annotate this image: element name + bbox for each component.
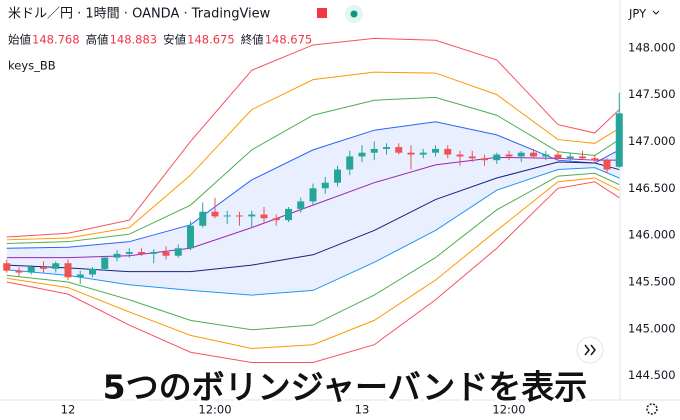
scroll-icon: [584, 344, 596, 356]
candle-body: [64, 263, 72, 278]
band-line: [6, 161, 620, 273]
y-tick-label: 144.500: [628, 368, 676, 382]
indicator-label[interactable]: keys_BB: [8, 59, 56, 73]
candle-body: [89, 268, 96, 275]
candle-body: [395, 147, 403, 153]
candle-body: [40, 266, 47, 269]
candle-body: [174, 248, 182, 256]
y-tick-label: 145.000: [628, 321, 676, 335]
band-line: [6, 121, 620, 249]
candle-body: [199, 211, 207, 226]
candle-body: [297, 201, 305, 209]
x-tick-label: 12:00: [492, 403, 525, 417]
candle-body: [76, 274, 84, 278]
candle-body: [554, 154, 562, 159]
ohlc-label: 高値: [86, 33, 109, 47]
candle-body: [125, 251, 133, 254]
candle-body: [591, 158, 599, 161]
candle-body: [187, 225, 194, 249]
band-line: [6, 96, 620, 245]
candle-body: [150, 251, 158, 254]
candle-body: [566, 156, 574, 159]
y-tick-label: 147.000: [628, 134, 676, 148]
plot: [3, 37, 623, 364]
band-line: [6, 167, 620, 296]
scroll-button[interactable]: [576, 336, 604, 364]
candle-body: [248, 214, 256, 217]
ohlc-label: 終値: [241, 33, 264, 47]
candle-body: [52, 263, 60, 269]
flag-icon[interactable]: [317, 8, 327, 18]
candle-body: [603, 160, 611, 170]
candle-body: [493, 154, 501, 161]
ohlc-label: 安値: [163, 33, 186, 47]
candle-body: [285, 208, 292, 221]
ohlc-value: 148.883: [110, 33, 158, 47]
candle-body: [358, 152, 366, 157]
candle-body: [432, 148, 439, 153]
band-line: [6, 37, 620, 238]
candle-body: [517, 152, 525, 157]
candle-body: [211, 211, 219, 217]
candle-body: [481, 158, 488, 161]
candle-body: [456, 154, 464, 157]
candle-body: [407, 152, 415, 155]
candle-body: [27, 266, 35, 273]
x-tick-label: 12:00: [198, 403, 231, 417]
candle-body: [419, 152, 427, 155]
candle-body: [579, 156, 586, 159]
currency-label[interactable]: JPY: [628, 7, 647, 21]
y-tick-label: 147.500: [628, 87, 676, 101]
candle-body: [505, 154, 513, 157]
band-line: [6, 172, 620, 331]
symbol-title: 米ドル／円 · 1時間 · OANDA · TradingView: [8, 7, 271, 22]
candle-body: [236, 215, 243, 217]
dropdown-arrow: [652, 10, 660, 15]
candle-body: [309, 188, 317, 202]
candle-body: [260, 214, 268, 219]
y-tick-label: 145.500: [628, 274, 676, 288]
banner-text: 5つのボリンジャーバンドを表示: [103, 368, 588, 407]
band-line: [6, 71, 620, 241]
y-tick-label: 146.500: [628, 181, 676, 195]
candle-body: [138, 251, 145, 254]
x-tick-label: 12: [61, 403, 76, 417]
candle-body: [383, 147, 390, 149]
y-tick-label: 148.000: [628, 40, 676, 54]
candle-body: [444, 148, 452, 155]
candle-body: [15, 270, 23, 273]
ohlc-value: 148.768: [32, 33, 80, 47]
settings-icon[interactable]: [646, 403, 658, 415]
candle-body: [101, 257, 109, 269]
ohlc-label: 始値: [8, 33, 31, 47]
candle-body: [223, 215, 231, 217]
candle-body: [162, 251, 170, 256]
band-line: [6, 177, 620, 349]
candle-body: [272, 218, 280, 221]
candle-body: [321, 182, 329, 189]
candle-body: [615, 113, 623, 167]
band-line: [6, 181, 620, 364]
candle-body: [370, 148, 378, 153]
ohlc-value: 148.675: [187, 33, 235, 47]
candle-body: [334, 169, 341, 183]
candle-body: [530, 152, 537, 157]
y-tick-label: 146.000: [628, 228, 676, 242]
candle-body: [113, 253, 121, 258]
ohlc-row: 始値 148.768 高値 148.883 安値 148.675 終値 148.675: [8, 33, 312, 47]
x-tick-label: 13: [355, 403, 370, 417]
candle-body: [346, 156, 354, 170]
candle-body: [3, 263, 11, 271]
status-dot: [350, 10, 358, 18]
candle-body: [542, 154, 550, 157]
candle-body: [468, 156, 476, 159]
ohlc-value: 148.675: [265, 33, 313, 47]
